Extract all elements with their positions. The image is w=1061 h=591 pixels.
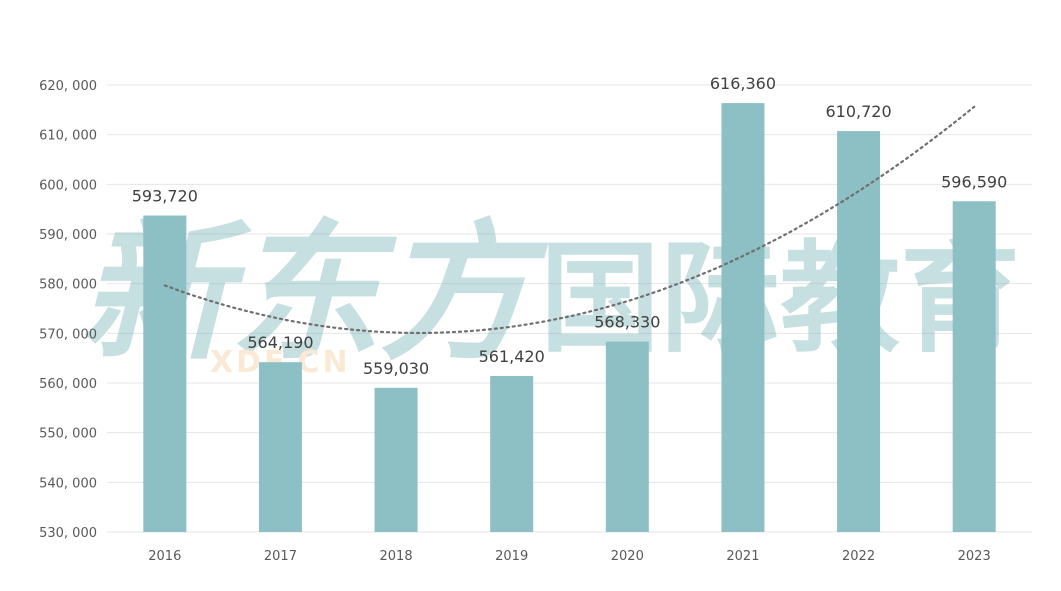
y-axis-ticks: 530, 000 540, 000 550, 000 560, 000 570, 000… bbox=[39, 79, 97, 541]
trendline bbox=[163, 105, 976, 335]
data-label: 561,420 bbox=[479, 347, 545, 366]
data-label: 568,330 bbox=[594, 313, 660, 332]
y-tick-label: 570, 000 bbox=[39, 327, 97, 342]
x-tick-label: 2023 bbox=[958, 549, 991, 564]
data-label: 559,030 bbox=[363, 359, 429, 378]
x-tick-label: 2019 bbox=[495, 549, 528, 564]
data-labels: 593,720 564,190 559,030 561,420 568,330 616,3… bbox=[132, 74, 1008, 378]
bar-2023 bbox=[952, 201, 996, 533]
bar-2020 bbox=[605, 341, 649, 532]
bar-2018 bbox=[374, 387, 418, 532]
bars bbox=[143, 103, 996, 533]
trendline-group bbox=[163, 105, 976, 335]
y-tick-label: 530, 000 bbox=[39, 526, 97, 541]
x-tick-label: 2018 bbox=[380, 549, 413, 564]
bar-2022 bbox=[837, 131, 881, 532]
bar-2017 bbox=[258, 362, 302, 532]
x-tick-label: 2016 bbox=[148, 549, 181, 564]
x-tick-label: 2021 bbox=[726, 549, 759, 564]
data-label: 564,190 bbox=[247, 333, 313, 352]
x-tick-label: 2022 bbox=[842, 549, 875, 564]
y-tick-label: 600, 000 bbox=[39, 178, 97, 193]
y-tick-label: 610, 000 bbox=[39, 129, 97, 144]
x-axis-ticks: 2016 2017 2018 2019 2020 2021 2022 2023 bbox=[148, 549, 990, 564]
bar-2019 bbox=[490, 375, 534, 532]
data-label: 610,720 bbox=[825, 102, 891, 121]
data-label: 616,360 bbox=[710, 74, 776, 93]
y-tick-label: 580, 000 bbox=[39, 278, 97, 293]
x-tick-label: 2020 bbox=[611, 549, 644, 564]
data-label: 596,590 bbox=[941, 172, 1007, 191]
y-tick-label: 540, 000 bbox=[39, 476, 97, 491]
y-tick-label: 620, 000 bbox=[39, 79, 97, 94]
bar-2021 bbox=[721, 103, 765, 532]
data-label: 593,720 bbox=[132, 187, 198, 206]
bar-2016 bbox=[143, 215, 187, 533]
x-tick-label: 2017 bbox=[264, 549, 297, 564]
y-tick-label: 550, 000 bbox=[39, 427, 97, 442]
y-tick-label: 590, 000 bbox=[39, 228, 97, 243]
y-tick-label: 560, 000 bbox=[39, 377, 97, 392]
